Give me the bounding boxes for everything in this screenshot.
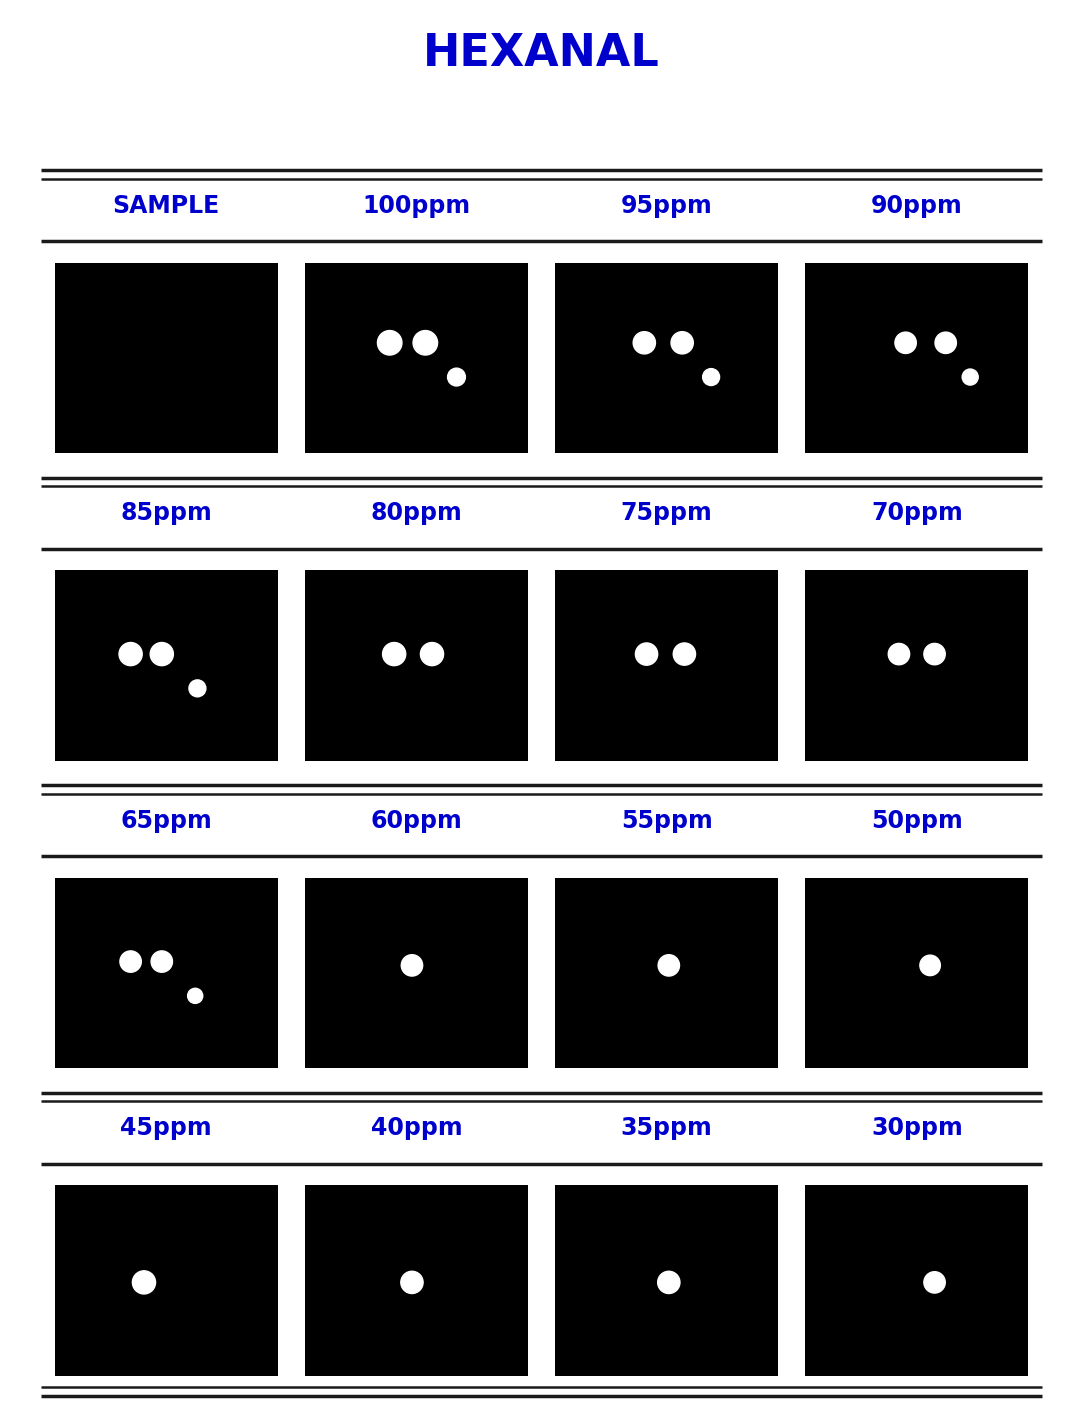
Text: HEXANAL: HEXANAL: [423, 33, 660, 75]
Text: 70ppm: 70ppm: [871, 502, 963, 526]
Text: 95ppm: 95ppm: [621, 194, 713, 218]
Text: 100ppm: 100ppm: [363, 194, 470, 218]
Ellipse shape: [962, 368, 978, 385]
Ellipse shape: [187, 988, 203, 1003]
Text: 60ppm: 60ppm: [370, 809, 462, 833]
Ellipse shape: [919, 955, 940, 976]
Text: 45ppm: 45ppm: [120, 1117, 212, 1141]
Text: 90ppm: 90ppm: [871, 194, 963, 218]
Ellipse shape: [888, 643, 910, 665]
Text: 75ppm: 75ppm: [621, 502, 713, 526]
Ellipse shape: [935, 332, 956, 353]
Text: SAMPLE: SAMPLE: [113, 194, 220, 218]
Text: 65ppm: 65ppm: [120, 809, 212, 833]
Ellipse shape: [152, 951, 172, 972]
Ellipse shape: [924, 1271, 945, 1294]
Text: 85ppm: 85ppm: [120, 502, 212, 526]
Ellipse shape: [895, 332, 916, 353]
Ellipse shape: [636, 643, 657, 665]
Ellipse shape: [674, 643, 695, 665]
Text: 30ppm: 30ppm: [871, 1117, 963, 1141]
Text: 80ppm: 80ppm: [370, 502, 462, 526]
Ellipse shape: [658, 955, 679, 976]
Text: 40ppm: 40ppm: [370, 1117, 462, 1141]
Ellipse shape: [401, 1271, 423, 1294]
Ellipse shape: [382, 642, 406, 666]
Ellipse shape: [402, 955, 422, 976]
Ellipse shape: [420, 642, 444, 666]
Ellipse shape: [413, 330, 438, 356]
Ellipse shape: [119, 642, 142, 666]
Ellipse shape: [924, 643, 945, 665]
Ellipse shape: [151, 642, 173, 666]
Ellipse shape: [703, 368, 719, 385]
Ellipse shape: [657, 1271, 680, 1294]
Ellipse shape: [634, 332, 655, 354]
Ellipse shape: [378, 330, 402, 356]
Ellipse shape: [671, 332, 693, 354]
Ellipse shape: [132, 1271, 156, 1294]
Text: 35ppm: 35ppm: [621, 1117, 713, 1141]
Ellipse shape: [120, 951, 141, 972]
Text: 55ppm: 55ppm: [621, 809, 713, 833]
Text: 50ppm: 50ppm: [871, 809, 963, 833]
Ellipse shape: [447, 368, 466, 385]
Ellipse shape: [188, 680, 206, 697]
